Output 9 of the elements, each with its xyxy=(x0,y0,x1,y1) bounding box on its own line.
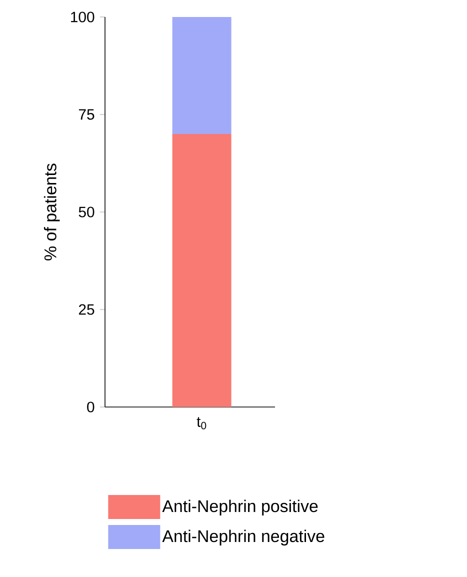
legend-label: Anti-Nephrin positive xyxy=(162,500,318,516)
y-axis-title: % of patients xyxy=(44,164,60,260)
x-tick-label: t$_{0}$ xyxy=(196,417,206,430)
y-tick-label: 0 xyxy=(87,402,94,412)
y-tick-label: 100 xyxy=(71,12,94,22)
y-tick-label: 25 xyxy=(78,304,94,315)
y-tick-label: 50 xyxy=(78,206,94,218)
legend-label: Anti-Nephrin negative xyxy=(162,530,324,546)
y-tick-label: 75 xyxy=(78,109,94,120)
